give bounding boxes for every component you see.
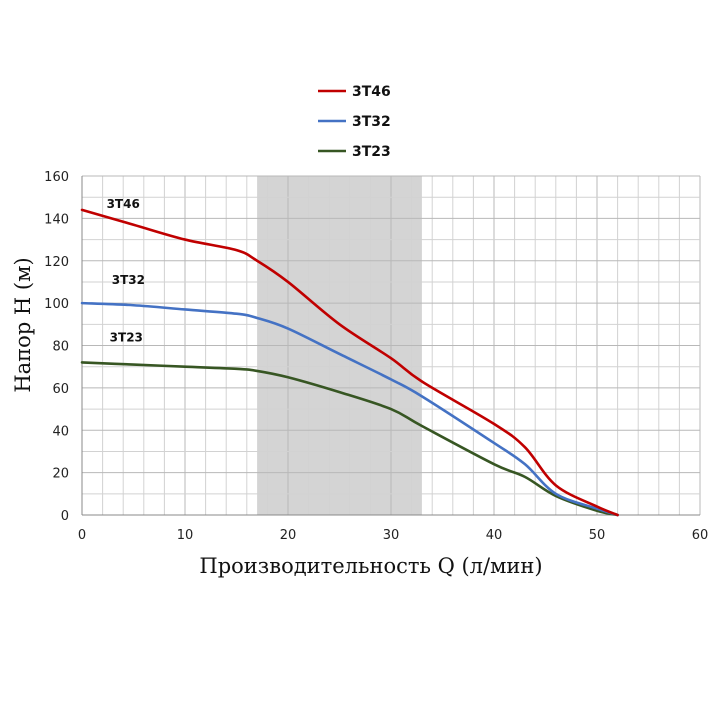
- x-tick-label: 0: [78, 528, 86, 543]
- y-tick-label: 100: [44, 297, 69, 312]
- y-tick-label: 0: [61, 509, 69, 524]
- series-line-3t23: [80, 361, 619, 517]
- x-tick-label: 60: [692, 528, 709, 543]
- y-tick-label: 120: [44, 255, 69, 270]
- x-tick-label: 10: [177, 528, 194, 543]
- series-label-3t46: 3T46: [107, 197, 140, 211]
- y-axis-title: Напор H (м): [11, 257, 35, 392]
- x-axis-title: Производительность Q (л/мин): [199, 554, 542, 578]
- series-label-3t23: 3T23: [110, 330, 143, 344]
- y-tick-label: 20: [52, 467, 69, 482]
- y-tick-label: 160: [44, 170, 69, 185]
- legend-label-3t32: 3T32: [352, 114, 391, 130]
- y-tick-label: 40: [52, 424, 69, 439]
- x-tick-label: 40: [486, 528, 503, 543]
- axes: 0 10 20 30 40 50 60 0 20 40 60 80 100 120 140 160: [44, 170, 708, 543]
- y-tick-label: 80: [52, 340, 69, 355]
- series-labels: 3T46 3T32 3T23: [107, 197, 145, 344]
- series-label-3t32: 3T32: [112, 273, 145, 287]
- grid: [81, 175, 701, 516]
- series-line-3t46: [80, 208, 619, 517]
- y-tick-label: 140: [44, 212, 69, 227]
- series-line-3t32: [80, 301, 619, 517]
- legend-label-3t23: 3T23: [352, 144, 391, 160]
- legend-label-3t46: 3T46: [352, 84, 391, 100]
- legend: 3T46 3T32 3T23: [318, 84, 391, 160]
- x-tick-label: 50: [589, 528, 606, 543]
- x-tick-label: 30: [383, 528, 400, 543]
- x-tick-label: 20: [280, 528, 297, 543]
- series-lines: [80, 208, 619, 517]
- y-tick-label: 60: [52, 382, 69, 397]
